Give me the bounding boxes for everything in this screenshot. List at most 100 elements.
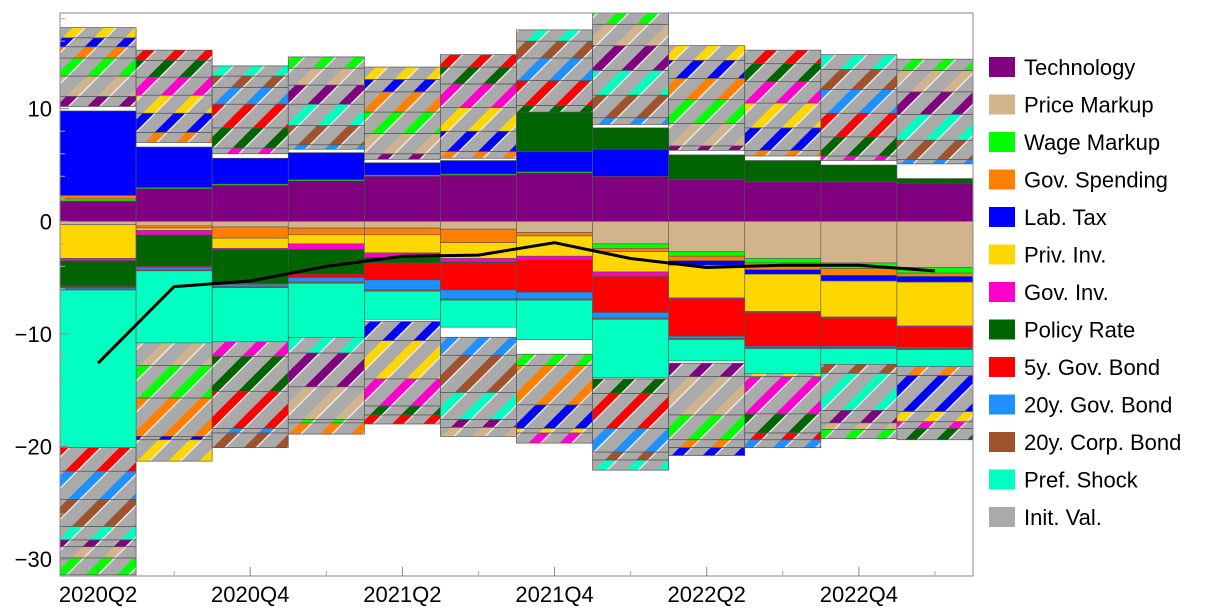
hatched-segment: [363, 111, 441, 134]
bar-segment: [820, 181, 898, 222]
bar-segment: [744, 273, 822, 312]
bar-segment: [516, 221, 593, 233]
hatched-segment: [135, 397, 213, 437]
hatched-segment: [60, 526, 137, 541]
bar-segment: [135, 234, 213, 267]
bar-segment: [287, 234, 365, 245]
bar-segment: [516, 259, 593, 293]
bar-segment: [896, 272, 973, 277]
bar-segment: [364, 234, 441, 254]
y-tick-label: 10: [28, 97, 52, 122]
bar-segment: [364, 162, 441, 176]
bar-segment: [60, 224, 137, 259]
hatched-segment: [516, 428, 593, 434]
hatched-segment: [896, 113, 973, 141]
hatched-segment: [744, 63, 822, 83]
bar-segments: [60, 110, 973, 448]
bar-segment: [820, 164, 898, 183]
bar-segment: [211, 184, 289, 222]
legend-label: Gov. Inv.: [1024, 280, 1109, 305]
hatched-segment: [135, 94, 213, 114]
hatched-segment: [440, 130, 517, 152]
legend-label: 5y. Gov. Bond: [1024, 355, 1160, 380]
hatched-segment: [60, 37, 137, 48]
legend-swatch: [989, 207, 1015, 227]
bar-segment: [744, 221, 822, 259]
bar-segment: [364, 279, 441, 291]
hatched-segment: [287, 67, 365, 86]
hatched-segment: [668, 439, 746, 448]
bar-segment: [744, 348, 822, 374]
legend-swatch: [989, 394, 1015, 415]
bar-segment: [211, 157, 289, 185]
hatched-segment: [211, 432, 289, 448]
plot-frame: [59, 12, 974, 577]
hatched-segment: [135, 436, 213, 441]
bar-segment: [820, 348, 898, 365]
bar-segment: [668, 179, 746, 222]
bar-segment: [440, 258, 517, 263]
legend-label: Wage Markup: [1024, 130, 1160, 155]
bar-segment: [592, 248, 669, 253]
hatched-segment: [211, 390, 289, 429]
hatched-segment: [744, 102, 822, 129]
bar-segment: [668, 255, 746, 262]
bar-segment: [592, 312, 669, 319]
hatched-segment: [363, 133, 441, 155]
bar-segment: [516, 111, 593, 152]
bar-segment: [592, 318, 669, 379]
hatched-segment: [287, 422, 365, 435]
bar-segment: [135, 146, 213, 188]
y-tick-label: 0: [40, 209, 52, 234]
bar-segment: [135, 267, 213, 271]
hatched-segment: [516, 404, 593, 429]
bar-segment: [516, 151, 593, 173]
bar-segment: [744, 258, 822, 264]
hatched-segment: [287, 56, 365, 69]
bar-segment: [135, 188, 213, 222]
hatched-segment: [363, 79, 441, 93]
bar-segment: [211, 284, 289, 287]
bar-segment: [896, 281, 973, 327]
legend-swatch: [989, 57, 1015, 77]
hatched-segment: [744, 439, 822, 448]
hatched-segment: [592, 13, 670, 25]
bar-segment: [287, 282, 365, 338]
y-tick-label: −20: [15, 435, 52, 460]
hatched-segment: [820, 89, 898, 114]
bar-segment: [440, 221, 517, 230]
hatched-segment: [668, 376, 746, 416]
bar-segment: [516, 232, 593, 237]
bar-segment: [896, 276, 973, 283]
hatched-segment: [287, 352, 365, 388]
bar-segment: [744, 312, 822, 347]
legend-swatch: [989, 169, 1015, 190]
legend-swatch: [989, 94, 1015, 115]
hatched-segment: [896, 421, 973, 429]
hatched-segment: [668, 45, 746, 61]
hatched-segment: [287, 103, 365, 126]
x-tick-label: 2022Q2: [668, 582, 746, 607]
hatched-segment: [592, 459, 670, 471]
bar-segment: [287, 277, 365, 283]
bar-segment: [592, 221, 669, 245]
bar-segment: [440, 174, 517, 222]
bar-segment: [364, 221, 441, 229]
legend-label: Lab. Tax: [1024, 205, 1107, 230]
hatched-segment: [363, 153, 441, 160]
hatched-segment: [516, 353, 593, 366]
y-tick-label: −10: [15, 322, 52, 347]
bar-segment: [211, 287, 289, 343]
legend-swatch: [989, 244, 1015, 265]
y-tick-label: −30: [15, 547, 52, 572]
bar-segment: [287, 273, 365, 278]
hatched-segment: [60, 546, 137, 559]
bar-segment: [60, 110, 137, 196]
bar-segment: [211, 249, 289, 284]
hatched-segment: [820, 68, 898, 90]
hatched-segment: [896, 91, 973, 115]
hatched-segment: [135, 112, 213, 133]
hatched-segment: [820, 54, 898, 70]
bar-segment: [364, 227, 441, 236]
